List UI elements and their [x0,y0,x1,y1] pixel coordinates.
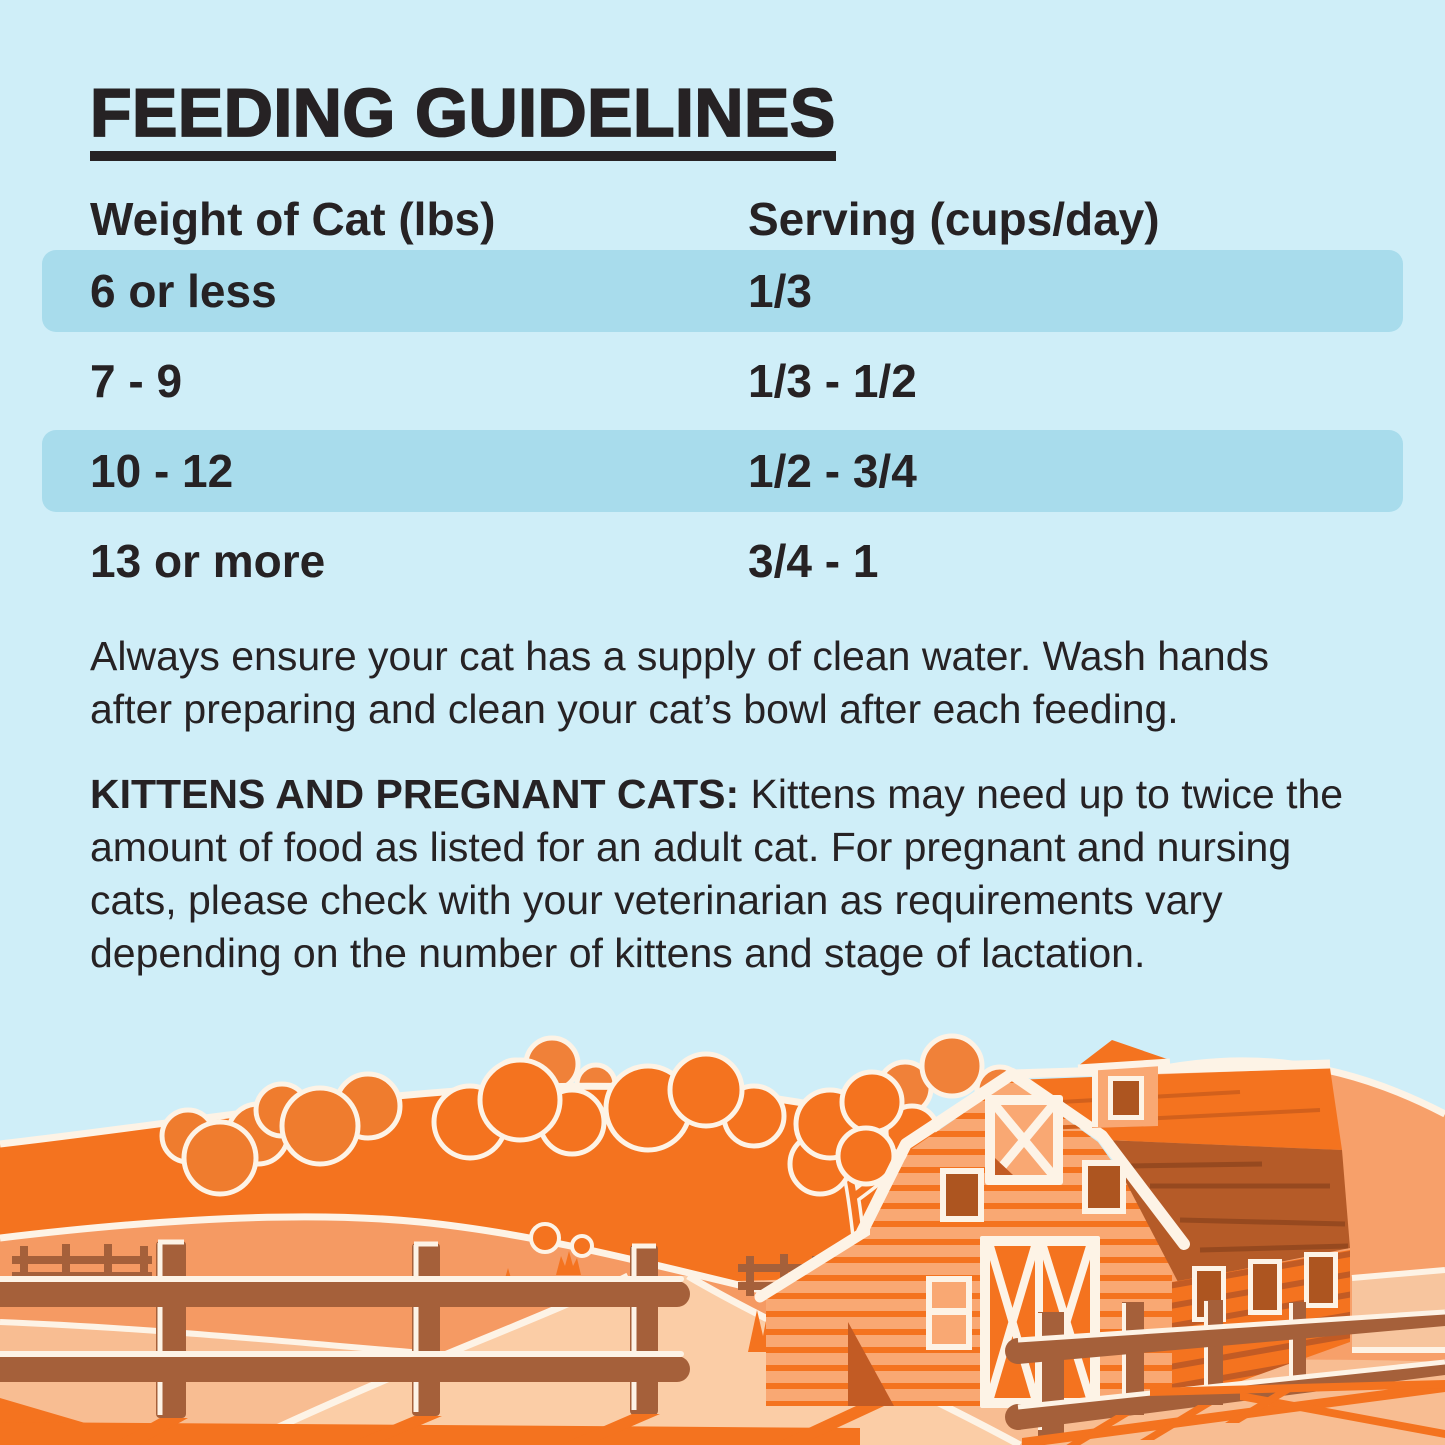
lean-to-shadow [848,1322,894,1406]
column-header-weight: Weight of Cat (lbs) [90,193,496,245]
loft-window [985,1095,1063,1185]
note-line: amount of food as listed for an adult ca… [90,824,1292,870]
cell-weight: 7 - 9 [90,355,183,407]
right-light-band [1352,1270,1445,1350]
cell-weight: 6 or less [90,265,277,317]
page-title: FEEDING GUIDELINES [89,74,836,152]
tree-cluster [159,1051,787,1197]
cell-serving: 1/3 [748,265,812,317]
fence-shadows [0,1380,1445,1445]
bushes [529,1222,594,1258]
right-fence [1005,1300,1445,1440]
cell-serving: 1/3 - 1/2 [748,355,917,407]
barn-lean-to [766,1228,870,1406]
note-line: KITTENS AND PREGNANT CATS: Kittens may n… [90,768,1343,821]
note-kittens-pregnant: KITTENS AND PREGNANT CATS: Kittens may n… [90,768,1343,980]
cell-serving: 1/2 - 3/4 [748,445,917,497]
note-line: depending on the number of kittens and s… [90,930,1146,976]
small-door [926,1276,972,1350]
table-row: 7 - 9 1/3 - 1/2 [42,340,1403,422]
note-clean-water: Always ensure your cat has a supply of c… [90,630,1269,736]
cupola [1077,1040,1171,1128]
table-row: 10 - 12 1/2 - 3/4 [42,430,1403,512]
note-lead-bold: KITTENS AND PREGNANT CATS: [90,771,740,817]
note-line: Always ensure your cat has a supply of c… [90,633,1269,679]
table-row: 13 or more 3/4 - 1 [42,520,1403,602]
left-fence [0,1239,690,1418]
barn-side-tree [787,1069,941,1235]
column-header-serving: Serving (cups/day) [748,193,1160,245]
side-windows [1192,1252,1338,1322]
cell-serving: 3/4 - 1 [748,535,879,587]
title-underline [90,151,836,161]
note-line: cats, please check with your veterinaria… [90,877,1223,923]
note-line-rest: Kittens may need up to twice the [739,771,1344,817]
front-windows [940,1160,1126,1222]
cell-weight: 13 or more [90,535,326,587]
cell-weight: 10 - 12 [90,445,234,497]
note-line: after preparing and clean your cat’s bow… [90,686,1179,732]
farm-illustration [0,1033,1445,1445]
barn [754,1040,1350,1408]
table-row: 6 or less 1/3 [42,250,1403,332]
